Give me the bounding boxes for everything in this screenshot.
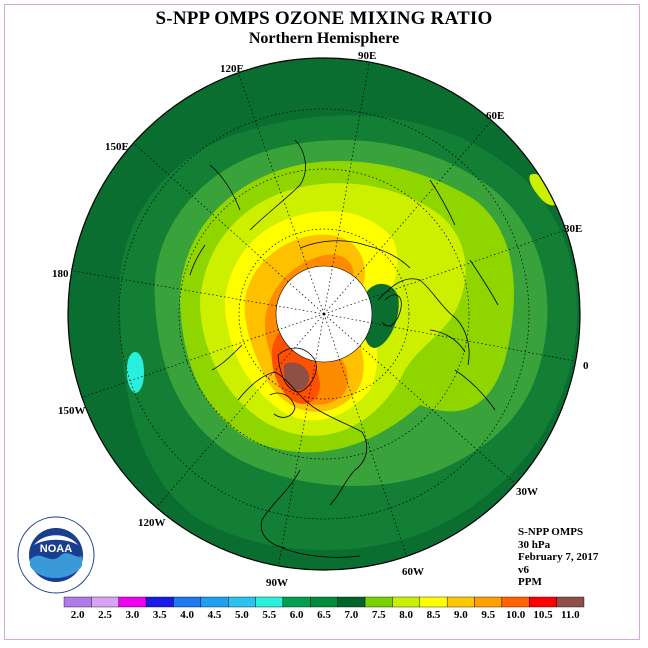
colorbar-tick-label: 8.5 bbox=[427, 609, 441, 621]
colorbar-swatch bbox=[446, 596, 475, 608]
asia-coast-pacific bbox=[209, 164, 241, 211]
colorbar-tick-label: 11.0 bbox=[561, 609, 580, 621]
info-date: February 7, 2017 bbox=[518, 551, 599, 563]
colorbar-swatch bbox=[282, 596, 311, 608]
colorbar-swatch bbox=[145, 596, 174, 608]
latitude-circle-60 bbox=[238, 228, 410, 400]
colorbar-tick-label: 9.5 bbox=[481, 609, 495, 621]
info-units: PPM bbox=[518, 576, 542, 588]
africa-coast bbox=[454, 369, 496, 411]
noaa-logo-text: NOAA bbox=[40, 543, 72, 555]
colorbar-swatch bbox=[91, 596, 119, 608]
info-version: v6 bbox=[518, 563, 529, 576]
latitude-circle-0 bbox=[118, 108, 530, 520]
asia-coast-east bbox=[249, 139, 306, 231]
colorbar-tick-label: 10.0 bbox=[506, 609, 526, 621]
colorbar-swatch bbox=[173, 596, 202, 608]
colorbar-tick-label: 3.0 bbox=[126, 609, 140, 621]
lon-label-120e: 120E bbox=[220, 63, 244, 75]
colorbar-tick-label: 7.0 bbox=[344, 609, 358, 621]
lon-label-0: 0 bbox=[583, 360, 589, 372]
colorbar-swatch bbox=[228, 596, 256, 608]
contour-cyan bbox=[126, 351, 145, 393]
lon-label-30w: 30W bbox=[516, 486, 538, 498]
colorbar-tick-label: 8.0 bbox=[399, 609, 413, 621]
noaa-logo: NOAA bbox=[17, 516, 95, 594]
lon-label-60e: 60E bbox=[486, 110, 505, 122]
asia-coast-north bbox=[299, 240, 411, 269]
japan-coast bbox=[189, 244, 206, 276]
mediterranean-coast bbox=[429, 329, 466, 353]
colorbar-swatch bbox=[337, 596, 366, 608]
lon-label-90e: 90E bbox=[358, 50, 377, 62]
colorbar-swatch bbox=[392, 596, 420, 608]
colorbar-swatch bbox=[419, 596, 448, 608]
contour-brown bbox=[283, 362, 310, 391]
colorbar-swatch bbox=[529, 596, 557, 608]
colorbar-swatch bbox=[255, 596, 284, 608]
lon-label-120w: 120W bbox=[138, 517, 166, 529]
india-coast bbox=[429, 179, 456, 226]
south-america-coast bbox=[281, 547, 361, 558]
greenland-coast bbox=[277, 347, 317, 393]
colorbar-swatch bbox=[501, 596, 530, 608]
colorbar-tick-label: 4.0 bbox=[180, 609, 194, 621]
lon-label-180: 180 bbox=[52, 268, 69, 280]
colorbar-swatch bbox=[474, 596, 503, 608]
central-america-coast bbox=[260, 469, 301, 549]
contour-dark-green-europe bbox=[362, 283, 399, 348]
coastlines bbox=[189, 139, 499, 558]
europe-coast bbox=[377, 278, 470, 366]
figure-frame bbox=[4, 4, 640, 640]
map-border bbox=[67, 57, 581, 571]
colorbar-tick-label: 10.5 bbox=[533, 609, 553, 621]
alaska-coast bbox=[211, 344, 243, 371]
page-title: S-NPP OMPS OZONE MIXING RATIO bbox=[155, 8, 493, 29]
colorbar-tick-label: 5.0 bbox=[235, 609, 249, 621]
lon-label-30e: 30E bbox=[564, 223, 583, 235]
info-level: 30 hPa bbox=[518, 538, 551, 551]
lon-label-90w: 90W bbox=[266, 577, 288, 589]
north-america-coast bbox=[237, 371, 368, 506]
colorbar-tick-label: 2.0 bbox=[71, 609, 85, 621]
hudson-bay-coast bbox=[269, 392, 296, 418]
colorbar-swatch bbox=[364, 596, 393, 608]
colorbar-swatch bbox=[200, 596, 229, 608]
colorbar-tick-label: 3.5 bbox=[153, 609, 167, 621]
colorbar-tick-label: 2.5 bbox=[98, 609, 112, 621]
colorbar-tick-label: 4.5 bbox=[208, 609, 222, 621]
graticule bbox=[68, 58, 580, 569]
colorbar-swatch bbox=[310, 596, 338, 608]
arabia-coast bbox=[469, 259, 499, 306]
product-info: S-NPP OMPS 30 hPa February 7, 2017 v6 PP… bbox=[518, 526, 598, 589]
colorbar-tick-label: 6.0 bbox=[290, 609, 304, 621]
colorbar-swatch bbox=[118, 596, 147, 608]
lon-label-150e: 150E bbox=[105, 141, 129, 153]
info-instrument: S-NPP OMPS bbox=[518, 526, 584, 538]
colorbar-tick-label: 9.0 bbox=[454, 609, 468, 621]
colorbar-tick-label: 5.5 bbox=[262, 609, 276, 621]
colorbar-tick-label: 6.5 bbox=[317, 609, 331, 621]
lon-label-60w: 60W bbox=[402, 566, 424, 578]
lon-label-150w: 150W bbox=[58, 405, 86, 417]
colorbar: 2.0 2.5 3.0 3.5 4.0 4.5 5.0 5.5 6.0 6.5 7.0 7.5 8.0 8… bbox=[63, 596, 585, 621]
colorbar-swatch bbox=[63, 596, 92, 608]
latitude-circle-30 bbox=[178, 168, 470, 460]
page-subtitle: Northern Hemisphere bbox=[248, 30, 400, 47]
colorbar-tick-label: 7.5 bbox=[372, 609, 386, 621]
ozone-field bbox=[68, 58, 580, 570]
colorbar-swatch bbox=[556, 596, 585, 608]
